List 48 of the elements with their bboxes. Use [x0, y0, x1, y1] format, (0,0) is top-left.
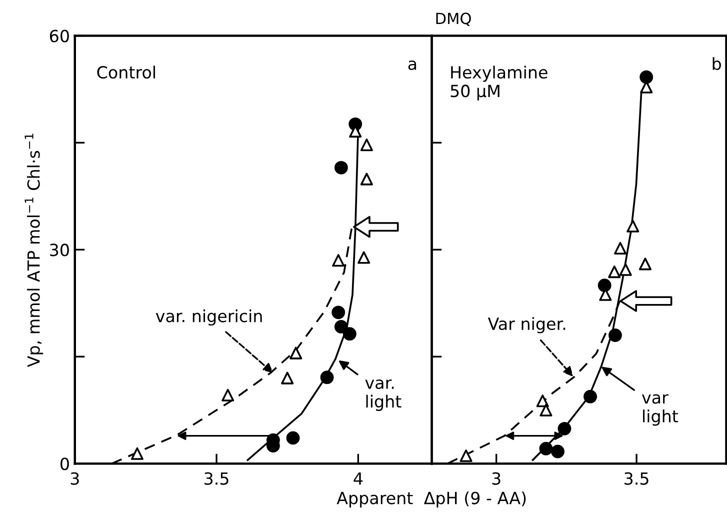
point — [540, 404, 552, 416]
x-tick-label: 3.5 — [204, 472, 228, 485]
point — [598, 278, 612, 292]
point — [334, 320, 348, 334]
point — [320, 370, 334, 384]
point — [614, 242, 627, 255]
point — [286, 431, 300, 445]
y-tick-label: 60 — [50, 30, 69, 42]
point — [222, 388, 234, 402]
x-tick-label: 3 — [70, 472, 79, 485]
point — [360, 138, 373, 152]
point — [539, 442, 553, 456]
point — [640, 70, 654, 84]
y-tick-label: 0 — [60, 458, 69, 470]
point — [360, 172, 373, 186]
point — [536, 394, 549, 408]
point — [130, 447, 144, 460]
x-tick-label: 3 — [492, 472, 500, 485]
y-tick-label: 30 — [50, 244, 69, 256]
point — [358, 251, 370, 264]
point — [638, 258, 652, 270]
annotation: var. nigericin — [156, 309, 262, 326]
point — [290, 346, 302, 360]
chart-title: DMQ — [436, 12, 471, 26]
point — [608, 328, 622, 342]
annotation: b — [712, 57, 721, 70]
x-axis-title: Apparent ΔpH (9 - AA) — [336, 491, 526, 508]
point — [342, 327, 356, 341]
annotation: Hexylamine 50 µM — [450, 66, 548, 100]
point — [608, 266, 621, 278]
point — [281, 372, 294, 384]
point — [619, 263, 632, 276]
annotation: Control — [97, 66, 155, 79]
point — [334, 160, 348, 174]
annotation: var. light — [365, 379, 402, 411]
annotation: var light — [642, 394, 678, 426]
annotation: Var niger. — [488, 317, 566, 334]
x-tick-label: 3.5 — [624, 472, 648, 485]
point — [558, 422, 572, 436]
point — [626, 220, 640, 232]
point — [332, 254, 345, 267]
annotation: a — [408, 60, 416, 70]
point — [584, 390, 597, 404]
point — [551, 444, 564, 458]
x-tick-label: 4 — [354, 472, 363, 485]
y-axis-title: Vp, mmol ATP mol$^{−1}$ Chl·s$^{−1}$ — [24, 134, 44, 368]
point — [460, 449, 472, 462]
point — [332, 306, 346, 320]
